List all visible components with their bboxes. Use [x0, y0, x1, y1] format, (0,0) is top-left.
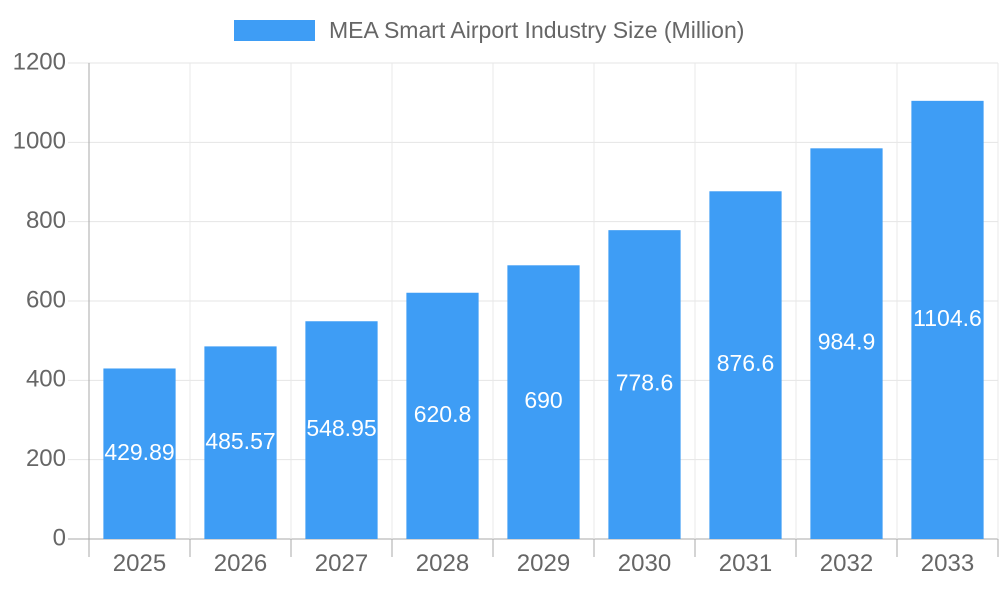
svg-text:2028: 2028 [416, 550, 469, 577]
svg-text:1000: 1000 [13, 128, 66, 155]
svg-text:778.6: 778.6 [616, 370, 674, 396]
svg-text:2032: 2032 [820, 550, 873, 577]
svg-text:984.9: 984.9 [818, 329, 876, 355]
svg-text:2027: 2027 [315, 550, 368, 577]
svg-text:200: 200 [26, 445, 66, 472]
svg-text:690: 690 [524, 387, 562, 413]
svg-text:429.89: 429.89 [104, 439, 174, 465]
svg-text:400: 400 [26, 366, 66, 393]
svg-text:876.6: 876.6 [717, 350, 775, 376]
svg-text:1200: 1200 [13, 48, 66, 75]
svg-text:0: 0 [53, 524, 66, 551]
svg-text:620.8: 620.8 [414, 401, 472, 427]
svg-text:2033: 2033 [921, 550, 974, 577]
svg-text:485.57: 485.57 [205, 428, 275, 454]
svg-text:1104.6: 1104.6 [913, 305, 982, 331]
svg-text:600: 600 [26, 286, 66, 313]
svg-text:2031: 2031 [719, 550, 772, 577]
svg-text:2026: 2026 [214, 550, 267, 577]
svg-text:800: 800 [26, 207, 66, 234]
svg-text:2025: 2025 [113, 550, 166, 577]
svg-text:548.95: 548.95 [306, 415, 376, 441]
svg-text:2029: 2029 [517, 550, 570, 577]
svg-text:2030: 2030 [618, 550, 671, 577]
